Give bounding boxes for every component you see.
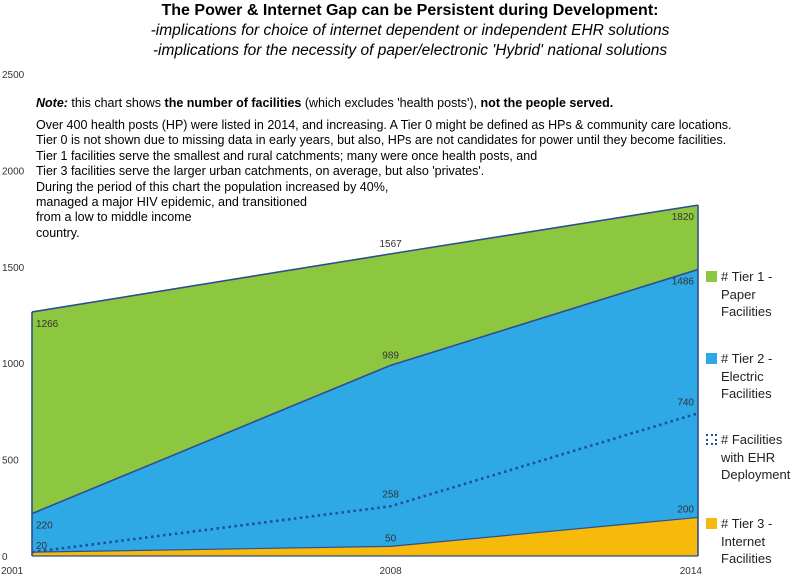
x-axis-ticks: 2001 2008 2014	[1, 566, 702, 577]
chart-title: The Power & Internet Gap can be Persiste…	[161, 2, 659, 19]
legend-label-tier1: # Tier 1 - Paper Facilities	[721, 269, 773, 319]
y-tick-label: 0	[2, 552, 8, 563]
annotation-line: Over 400 health posts (HP) were listed i…	[36, 118, 732, 132]
annotation-line: Tier 3 facilities serve the larger urban…	[36, 164, 485, 179]
legend-swatch-tier1	[706, 271, 717, 282]
annotation-line: country.	[36, 225, 80, 240]
line-tier3	[31, 516, 699, 553]
note-text-2: (which excludes 'health posts'),	[301, 96, 481, 110]
x-tick-label: 2001	[1, 566, 24, 577]
note-bold-2: not the people served.	[480, 96, 614, 110]
annotation-line: managed a major HIV epidemic, and transi…	[36, 195, 307, 210]
note-label: Note:	[36, 96, 68, 110]
note-text-1: this chart shows	[67, 96, 165, 110]
x-tick-label: 2008	[379, 566, 402, 577]
y-tick-label: 2500	[2, 70, 25, 81]
legend-swatch-ehr	[706, 434, 717, 445]
data-label: 740	[677, 397, 694, 408]
data-label: 1820	[672, 212, 695, 223]
annotation-line: Tier 0 is not shown due to missing data …	[36, 133, 727, 148]
legend-label-ehr: # Facilities with EHR Deployment	[721, 432, 791, 482]
annotation-line: from a low to middle income	[36, 210, 192, 225]
legend-label-tier3: # Tier 3 - Internet Facilities	[721, 516, 773, 566]
x-tick-label: 2014	[680, 566, 703, 577]
data-label: 220	[36, 521, 53, 532]
area-tier3-internet	[32, 517, 698, 556]
legend-label-tier2: # Tier 2 - Electric Facilities	[721, 351, 773, 401]
line-tier1	[31, 204, 699, 313]
data-labels: 1266 1567 1820 220 989 1486 258 740 20 50 200	[36, 212, 694, 552]
y-tick-label: 2000	[2, 166, 25, 177]
y-axis-ticks: 0 500 1000 1500 2000 2500	[2, 70, 25, 563]
annotation-text: Over 400 health posts (HP) were listed i…	[36, 118, 796, 241]
y-tick-label: 500	[2, 456, 19, 467]
annotation-line: Tier 1 facilities serve the smallest and…	[36, 148, 538, 163]
chart-subtitle-1: -implications for choice of internet dep…	[150, 22, 670, 39]
data-label: 200	[677, 504, 694, 515]
data-label: 50	[385, 533, 397, 544]
data-label: 1266	[36, 319, 59, 330]
line-ehr-deployment	[31, 412, 699, 554]
data-label: 989	[382, 350, 399, 361]
line-tier2	[31, 268, 699, 515]
note-bold-1: the number of facilities	[164, 96, 302, 110]
y-tick-label: 1000	[2, 359, 25, 370]
chart-subtitle-2: -implications for the necessity of paper…	[152, 42, 668, 59]
y-tick-label: 1500	[2, 263, 25, 274]
area-tier2-electric	[32, 269, 698, 556]
data-label: 1567	[379, 239, 402, 250]
legend-swatch-tier2	[706, 353, 717, 364]
data-label: 1486	[672, 276, 695, 287]
legend-swatch-tier3	[706, 518, 717, 529]
chart-areas	[31, 204, 699, 557]
annotation-line: During the period of this chart the popu…	[36, 179, 389, 194]
data-label: 258	[382, 489, 399, 500]
note-line: Note: this chart shows the number of fac…	[36, 95, 796, 111]
data-label: 20	[36, 541, 48, 552]
